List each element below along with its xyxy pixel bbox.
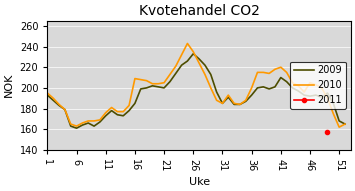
2009 — [250, 94, 254, 96]
2010 — [244, 99, 248, 101]
2010 — [150, 83, 154, 85]
2009 — [214, 91, 219, 93]
X-axis label: Uke: Uke — [189, 177, 210, 187]
2010 — [209, 87, 213, 89]
2009 — [191, 53, 195, 55]
2010 — [337, 126, 341, 128]
Legend: 2009, 2010, 2011: 2009, 2010, 2011 — [290, 62, 346, 109]
2010 — [343, 123, 347, 125]
2010 — [185, 42, 190, 45]
2009 — [238, 103, 242, 106]
Title: Kvotehandel CO2: Kvotehandel CO2 — [139, 4, 260, 18]
2010 — [232, 102, 236, 104]
Y-axis label: NOK: NOK — [4, 73, 14, 97]
2009 — [343, 123, 347, 125]
Line: 2010: 2010 — [47, 44, 345, 127]
2010 — [191, 51, 195, 53]
2009 — [197, 58, 201, 60]
2009 — [156, 86, 160, 88]
2009 — [75, 127, 79, 129]
2010 — [45, 92, 49, 94]
Line: 2009: 2009 — [47, 54, 345, 128]
2010 — [69, 123, 73, 125]
2009 — [69, 125, 73, 127]
2009 — [45, 94, 49, 96]
